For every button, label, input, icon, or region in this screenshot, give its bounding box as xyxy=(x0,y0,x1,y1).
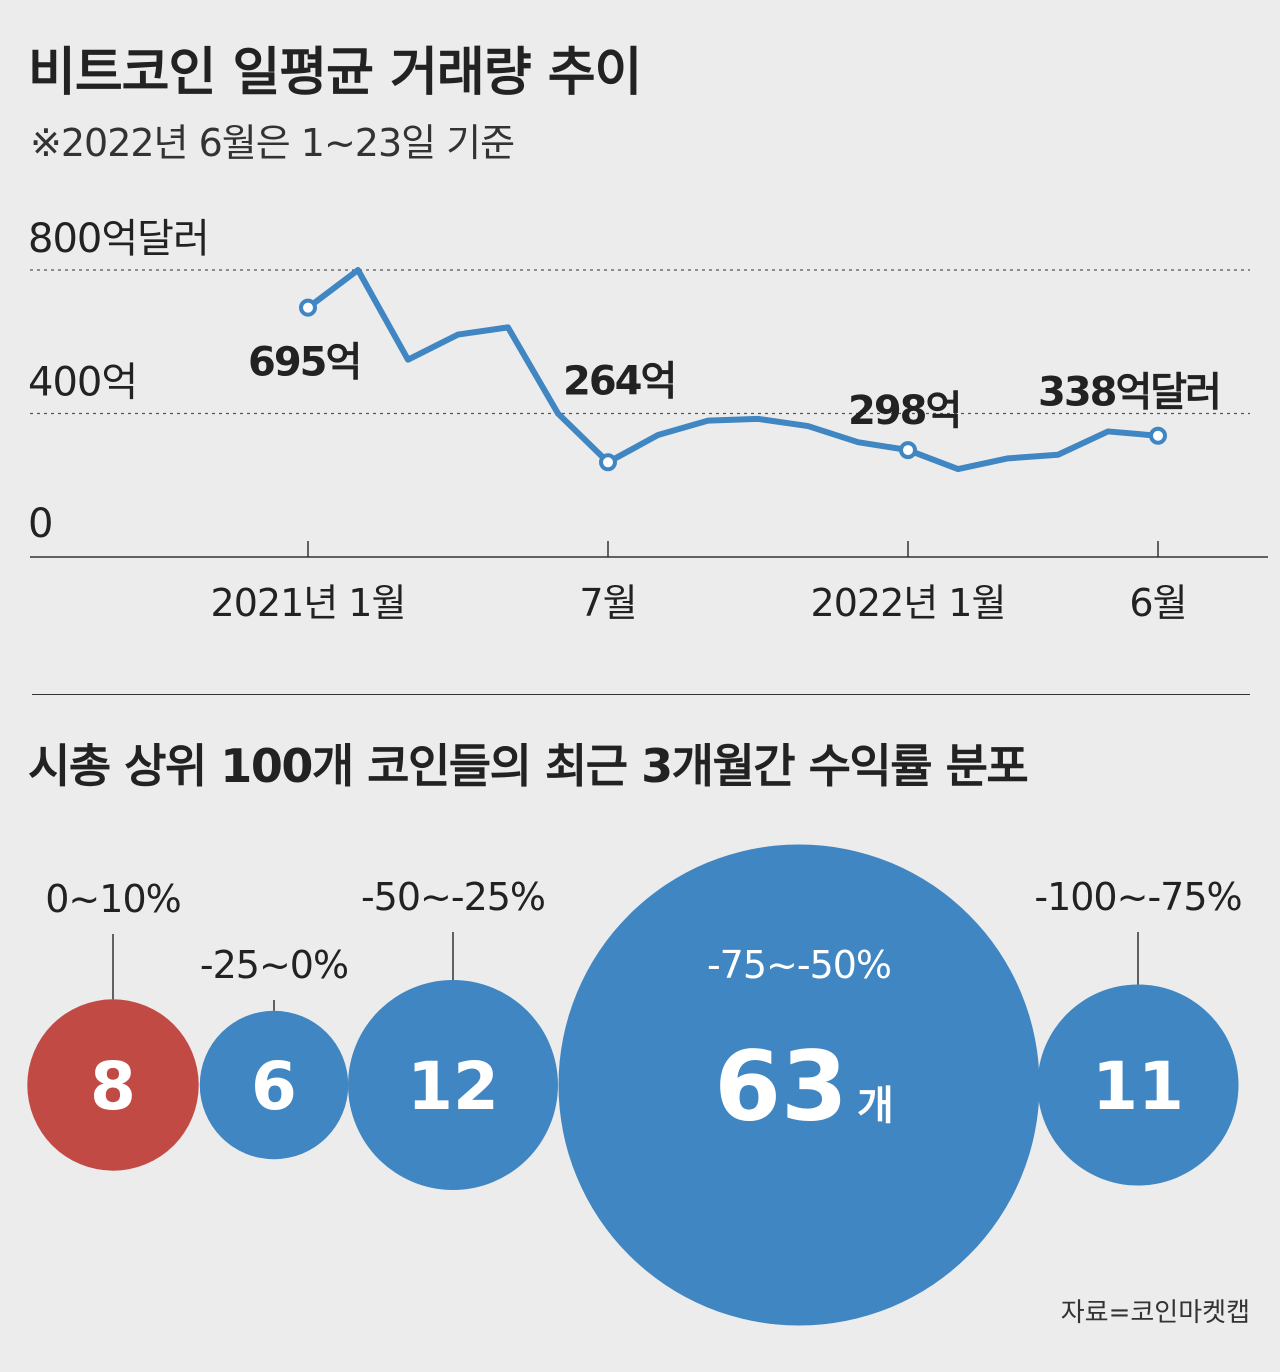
point-label-6: 264억 xyxy=(563,358,675,404)
line-chart: 0 400억 800억달러 2021년 1월 7월 2022년 1월 6월 695억 264억 2… xyxy=(28,216,1268,625)
x-tick-label-0: 2021년 1월 xyxy=(211,581,406,625)
bubble-1 xyxy=(199,1010,349,1160)
bubble-range-label-2: -50~-25% xyxy=(361,875,545,919)
data-point-0 xyxy=(299,298,317,317)
bubble-range-label-3: -75~-50% xyxy=(707,943,891,987)
source-note: 자료=코인마켓캡 xyxy=(1060,1298,1250,1328)
x-tick-label-3: 6월 xyxy=(1129,581,1186,625)
series-line xyxy=(305,267,1161,473)
bubble-range-label-1: -25~0% xyxy=(200,943,348,987)
x-tick-label-2: 2022년 1월 xyxy=(811,581,1006,625)
chart-title: 비트코인 일평균 거래량 추이 xyxy=(28,43,642,103)
data-point-17 xyxy=(1149,426,1167,445)
bubble-0 xyxy=(27,999,199,1171)
point-label-0: 695억 xyxy=(248,340,360,386)
chart-subtitle: ※2022년 6월은 1~23일 기준 xyxy=(30,121,515,165)
bubble-3 xyxy=(558,844,1040,1326)
point-label-12: 298억 xyxy=(848,388,960,434)
point-label-17: 338억달러 xyxy=(1038,370,1220,416)
bubble-value-0: 8 xyxy=(90,1048,136,1125)
bubble-value-4: 11 xyxy=(1092,1048,1184,1125)
section-divider xyxy=(32,694,1250,695)
data-point-6 xyxy=(599,453,617,472)
bubble-unit-label: 개 xyxy=(857,1083,894,1129)
bubble-2 xyxy=(348,980,558,1190)
bubble-4 xyxy=(1037,984,1239,1186)
x-tick-label-1: 7월 xyxy=(579,581,636,625)
bubble-value-2: 12 xyxy=(407,1048,499,1125)
bubble-value-1: 6 xyxy=(251,1048,297,1125)
bubble-range-label-4: -100~-75% xyxy=(1034,875,1241,919)
y-tick-label-1: 400억 xyxy=(28,360,137,406)
y-tick-label-2: 800억달러 xyxy=(28,216,209,262)
bubble-range-label-0: 0~10% xyxy=(45,877,180,921)
y-tick-label-0: 0 xyxy=(28,501,52,547)
data-point-12 xyxy=(899,441,917,460)
bubble-chart-title: 시총 상위 100개 코인들의 최근 3개월간 수익률 분포 xyxy=(28,739,1029,793)
bubble-value-3: 63 xyxy=(714,1031,848,1143)
